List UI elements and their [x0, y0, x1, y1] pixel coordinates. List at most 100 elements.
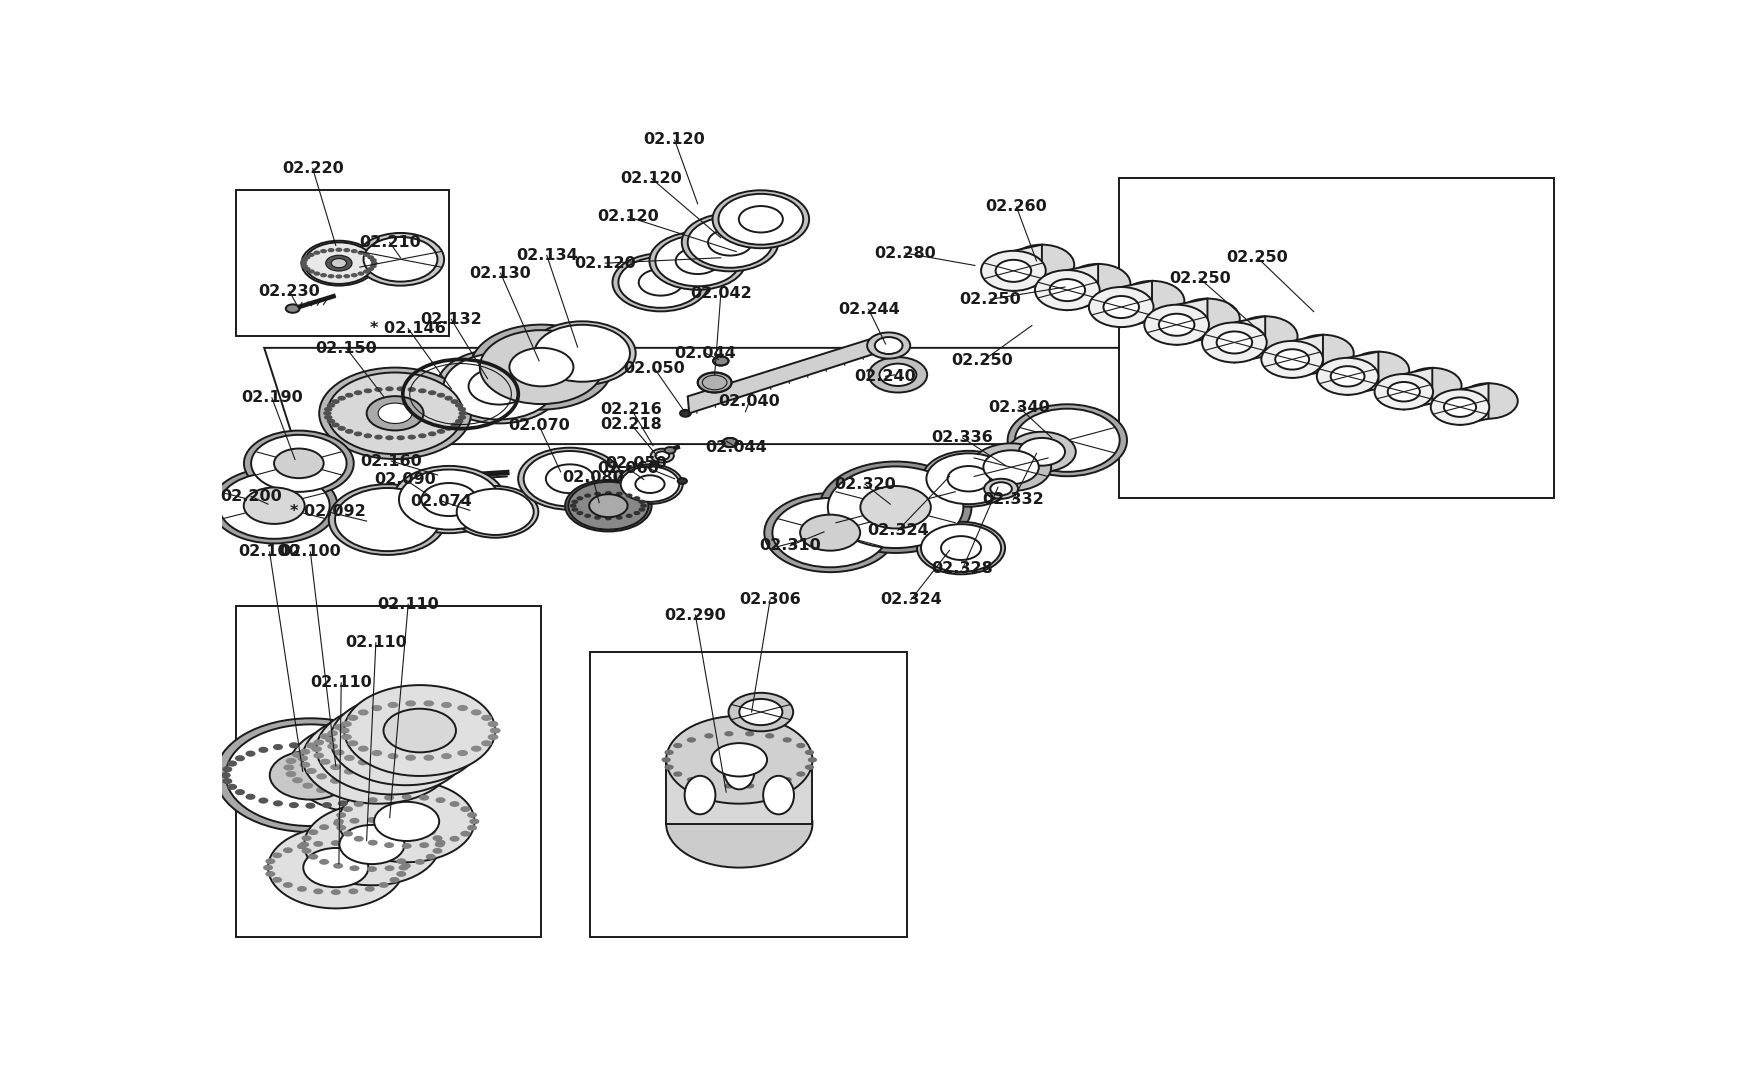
Ellipse shape — [330, 259, 346, 268]
Ellipse shape — [772, 498, 887, 567]
Ellipse shape — [367, 396, 423, 430]
Ellipse shape — [430, 737, 440, 744]
Ellipse shape — [330, 840, 341, 846]
Text: 02.230: 02.230 — [259, 285, 320, 300]
Ellipse shape — [471, 709, 482, 716]
Text: 02.210: 02.210 — [358, 234, 421, 250]
Ellipse shape — [711, 744, 767, 777]
Text: 02.120: 02.120 — [596, 210, 659, 225]
Ellipse shape — [306, 768, 316, 774]
Ellipse shape — [388, 702, 398, 708]
Ellipse shape — [299, 749, 310, 754]
Polygon shape — [1118, 179, 1553, 498]
Ellipse shape — [656, 235, 739, 287]
Ellipse shape — [687, 217, 772, 268]
Ellipse shape — [358, 760, 369, 765]
Ellipse shape — [426, 777, 436, 783]
Ellipse shape — [308, 253, 315, 257]
Ellipse shape — [327, 730, 337, 736]
Ellipse shape — [995, 260, 1031, 281]
Ellipse shape — [336, 274, 343, 278]
Text: 02.120: 02.120 — [574, 256, 636, 271]
Ellipse shape — [316, 774, 327, 779]
Ellipse shape — [744, 731, 755, 736]
Ellipse shape — [297, 755, 308, 762]
Text: 02.250: 02.250 — [951, 353, 1012, 368]
Ellipse shape — [454, 733, 464, 739]
Ellipse shape — [1089, 287, 1153, 327]
Ellipse shape — [344, 719, 355, 724]
Text: * 02.146: * 02.146 — [370, 321, 445, 336]
Ellipse shape — [367, 840, 377, 845]
Ellipse shape — [350, 817, 360, 824]
Text: 02.070: 02.070 — [508, 418, 570, 433]
Ellipse shape — [673, 743, 682, 748]
Ellipse shape — [405, 700, 416, 706]
Ellipse shape — [332, 821, 343, 826]
Ellipse shape — [414, 824, 424, 830]
Ellipse shape — [332, 739, 343, 745]
Ellipse shape — [920, 524, 1000, 572]
Ellipse shape — [337, 426, 346, 431]
Ellipse shape — [1035, 270, 1099, 310]
Text: 02.160: 02.160 — [360, 454, 423, 469]
Polygon shape — [1233, 317, 1264, 363]
Text: 02.080: 02.080 — [562, 471, 624, 486]
Text: 02.190: 02.190 — [242, 391, 303, 406]
Ellipse shape — [796, 771, 805, 777]
Ellipse shape — [332, 862, 343, 869]
Ellipse shape — [482, 715, 492, 721]
Ellipse shape — [320, 249, 327, 254]
Ellipse shape — [257, 747, 268, 753]
Ellipse shape — [409, 764, 421, 770]
Ellipse shape — [339, 781, 475, 862]
Ellipse shape — [216, 718, 405, 832]
Ellipse shape — [311, 746, 322, 752]
Ellipse shape — [336, 825, 346, 830]
Ellipse shape — [367, 792, 379, 798]
Polygon shape — [687, 335, 885, 413]
Ellipse shape — [664, 765, 673, 770]
Text: 02.328: 02.328 — [930, 562, 993, 577]
Ellipse shape — [722, 438, 737, 447]
Ellipse shape — [391, 764, 402, 770]
Ellipse shape — [409, 709, 421, 716]
Ellipse shape — [729, 692, 793, 731]
Ellipse shape — [283, 847, 292, 853]
Ellipse shape — [299, 842, 310, 847]
Polygon shape — [1403, 368, 1431, 410]
Ellipse shape — [353, 747, 362, 753]
Ellipse shape — [381, 728, 393, 734]
Ellipse shape — [320, 759, 330, 765]
Ellipse shape — [868, 357, 927, 393]
Ellipse shape — [325, 737, 336, 743]
Ellipse shape — [666, 780, 812, 868]
Ellipse shape — [337, 396, 346, 400]
Ellipse shape — [329, 485, 445, 555]
Ellipse shape — [457, 754, 468, 761]
Text: 02.120: 02.120 — [621, 171, 682, 186]
Ellipse shape — [442, 753, 452, 760]
Ellipse shape — [367, 737, 379, 744]
Ellipse shape — [343, 248, 350, 253]
Ellipse shape — [330, 423, 339, 427]
Text: 02.290: 02.290 — [664, 608, 725, 623]
Ellipse shape — [323, 411, 332, 416]
Text: 02.050: 02.050 — [605, 456, 666, 471]
Text: 02.110: 02.110 — [344, 636, 407, 651]
Ellipse shape — [683, 776, 715, 814]
Ellipse shape — [1374, 374, 1433, 410]
Ellipse shape — [316, 737, 327, 744]
Ellipse shape — [546, 464, 593, 493]
Ellipse shape — [223, 778, 233, 784]
Ellipse shape — [445, 749, 457, 754]
Ellipse shape — [304, 243, 374, 284]
Ellipse shape — [676, 478, 687, 484]
Ellipse shape — [1233, 317, 1297, 356]
Ellipse shape — [350, 866, 360, 871]
Ellipse shape — [687, 737, 696, 743]
Ellipse shape — [365, 886, 374, 891]
Ellipse shape — [384, 435, 393, 440]
Text: 02.132: 02.132 — [421, 311, 482, 326]
Ellipse shape — [763, 776, 793, 814]
